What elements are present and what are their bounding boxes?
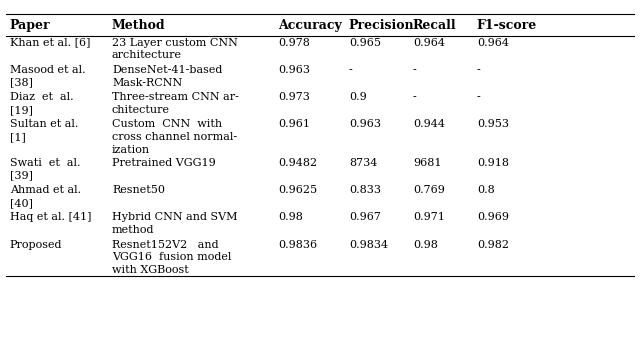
- Text: 0.971: 0.971: [413, 212, 445, 222]
- Text: 0.833: 0.833: [349, 185, 381, 195]
- Text: Resnet50: Resnet50: [112, 185, 165, 195]
- Text: 0.978: 0.978: [278, 38, 310, 48]
- Text: 0.8: 0.8: [477, 185, 495, 195]
- Text: 0.9482: 0.9482: [278, 158, 317, 168]
- Text: 0.9625: 0.9625: [278, 185, 317, 195]
- Text: Masood et al.
[38]: Masood et al. [38]: [10, 65, 85, 88]
- Text: 0.964: 0.964: [413, 38, 445, 48]
- Text: 23 Layer custom CNN
architecture: 23 Layer custom CNN architecture: [112, 38, 238, 61]
- Text: 0.963: 0.963: [349, 119, 381, 129]
- Text: -: -: [477, 65, 481, 75]
- Text: 0.9834: 0.9834: [349, 240, 388, 250]
- Text: Khan et al. [6]: Khan et al. [6]: [10, 38, 90, 48]
- Text: 0.953: 0.953: [477, 119, 509, 129]
- Text: 0.918: 0.918: [477, 158, 509, 168]
- Text: 8734: 8734: [349, 158, 377, 168]
- Text: 0.973: 0.973: [278, 92, 310, 102]
- Text: Swati  et  al.
[39]: Swati et al. [39]: [10, 158, 80, 181]
- Text: Hybrid CNN and SVM
method: Hybrid CNN and SVM method: [112, 212, 237, 235]
- Text: Accuracy: Accuracy: [278, 19, 342, 32]
- Text: DenseNet-41-based
Mask-RCNN: DenseNet-41-based Mask-RCNN: [112, 65, 222, 88]
- Text: -: -: [413, 65, 417, 75]
- Text: 9681: 9681: [413, 158, 442, 168]
- Text: -: -: [477, 92, 481, 102]
- Text: Sultan et al.
[1]: Sultan et al. [1]: [10, 119, 78, 142]
- Text: Haq et al. [41]: Haq et al. [41]: [10, 212, 91, 222]
- Text: Method: Method: [112, 19, 166, 32]
- Text: 0.982: 0.982: [477, 240, 509, 250]
- Text: 0.967: 0.967: [349, 212, 381, 222]
- Text: Diaz  et  al.
[19]: Diaz et al. [19]: [10, 92, 73, 115]
- Text: 0.98: 0.98: [413, 240, 438, 250]
- Text: Proposed: Proposed: [10, 240, 62, 250]
- Text: 0.769: 0.769: [413, 185, 445, 195]
- Text: -: -: [349, 65, 353, 75]
- Text: 0.9: 0.9: [349, 92, 367, 102]
- Text: 0.964: 0.964: [477, 38, 509, 48]
- Text: Resnet152V2   and
VGG16  fusion model
with XGBoost: Resnet152V2 and VGG16 fusion model with …: [112, 240, 232, 275]
- Text: F1-score: F1-score: [477, 19, 537, 32]
- Text: 0.9836: 0.9836: [278, 240, 317, 250]
- Text: Recall: Recall: [413, 19, 456, 32]
- Text: Precision: Precision: [349, 19, 415, 32]
- Text: -: -: [413, 92, 417, 102]
- Text: 0.944: 0.944: [413, 119, 445, 129]
- Text: 0.961: 0.961: [278, 119, 310, 129]
- Text: 0.965: 0.965: [349, 38, 381, 48]
- Text: Custom  CNN  with
cross channel normal-
ization: Custom CNN with cross channel normal- iz…: [112, 119, 237, 155]
- Text: Pretrained VGG19: Pretrained VGG19: [112, 158, 216, 168]
- Text: Ahmad et al.
[40]: Ahmad et al. [40]: [10, 185, 81, 208]
- Text: Paper: Paper: [10, 19, 50, 32]
- Text: 0.969: 0.969: [477, 212, 509, 222]
- Text: 0.963: 0.963: [278, 65, 310, 75]
- Text: 0.98: 0.98: [278, 212, 303, 222]
- Text: Three-stream CNN ar-
chitecture: Three-stream CNN ar- chitecture: [112, 92, 239, 115]
